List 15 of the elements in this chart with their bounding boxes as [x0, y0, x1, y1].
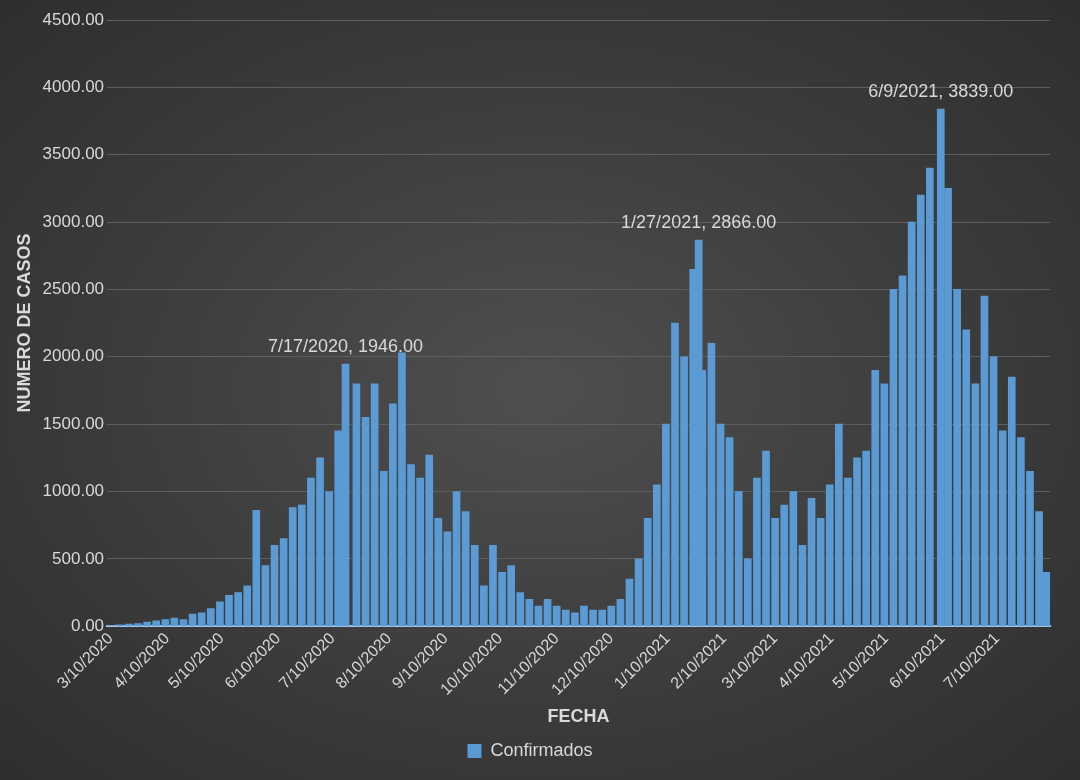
y-tick-label: 2000.00 — [42, 346, 105, 366]
y-tick-label: 2500.00 — [42, 279, 105, 299]
annotation: 6/9/2021, 3839.00 — [868, 81, 1014, 102]
annotation: 1/27/2021, 2866.00 — [621, 212, 777, 233]
y-axis-title: NUMERO DE CASOS — [13, 233, 34, 413]
annotation: 7/17/2020, 1946.00 — [267, 336, 424, 357]
y-tick-label: 3000.00 — [42, 211, 105, 231]
y-tick-label: 1000.00 — [42, 481, 105, 501]
y-tick-label: 1500.00 — [42, 413, 105, 433]
y-tick-label: 500.00 — [52, 548, 105, 568]
y-tick-label: 3500.00 — [42, 144, 105, 164]
legend-label: Confirmados — [490, 739, 593, 760]
y-tick-label: 4000.00 — [42, 77, 105, 97]
x-axis-title: FECHA — [547, 706, 610, 727]
y-tick-label: 4500.00 — [42, 9, 105, 29]
